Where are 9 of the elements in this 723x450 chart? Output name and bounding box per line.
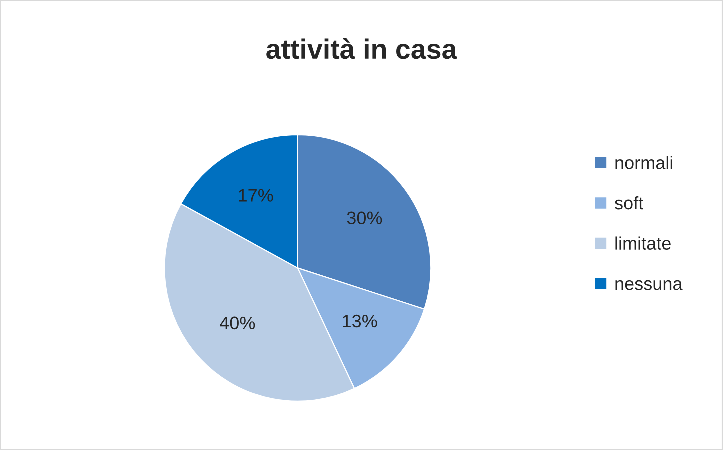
chart-title: attività in casa <box>266 38 458 60</box>
legend-label: nessuna <box>616 280 683 290</box>
legend-label: normali <box>616 156 672 170</box>
data-label: 40% <box>220 316 256 330</box>
data-label: 30% <box>347 212 382 224</box>
legend-label: limitate <box>616 236 671 250</box>
data-label: 17% <box>239 189 274 202</box>
legend-label: soft <box>615 196 644 210</box>
data-label: 13% <box>343 314 378 328</box>
